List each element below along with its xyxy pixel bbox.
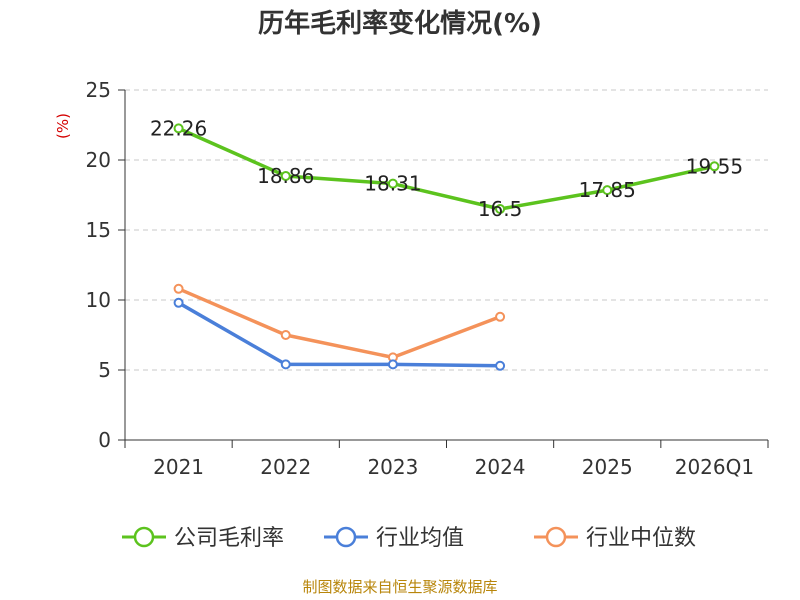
series-line [176, 301, 502, 368]
data-label: 17.85 [579, 178, 636, 202]
data-label: 22.26 [150, 116, 207, 140]
data-point [280, 170, 291, 181]
data-point [495, 360, 506, 371]
x-tick-label: 2022 [260, 455, 311, 479]
legend-label: 行业均值 [376, 526, 464, 551]
data-point [280, 330, 291, 340]
series-line [176, 287, 502, 360]
legend-marker [335, 526, 357, 548]
data-point [495, 204, 506, 214]
series-line [176, 126, 717, 211]
data-point [173, 297, 184, 308]
y-tick-label: 15 [86, 218, 111, 242]
x-tick-label: 2026Q1 [675, 455, 754, 479]
y-tick-label: 10 [86, 288, 111, 312]
grid-lines [125, 89, 768, 371]
data-label: 16.5 [478, 197, 523, 221]
chart-title: 历年毛利率变化情况(%) [258, 8, 542, 39]
data-point [387, 359, 398, 370]
source-note: 制图数据来自恒生聚源数据库 [302, 578, 497, 596]
data-point [173, 283, 184, 294]
legend-label: 公司毛利率 [174, 526, 284, 551]
data-point [173, 123, 184, 134]
x-tick-label: 2025 [582, 455, 633, 479]
y-tick-label: 20 [86, 148, 111, 172]
legend-item[interactable]: 行业中位数 [534, 526, 696, 551]
series-layer [173, 123, 720, 371]
legend-label: 行业中位数 [586, 526, 696, 551]
data-point [280, 359, 291, 370]
y-tick-label: 0 [98, 428, 111, 452]
data-point [495, 311, 506, 322]
legend-marker [545, 526, 567, 548]
legend-item[interactable]: 公司毛利率 [122, 526, 284, 551]
x-tick-label: 2021 [153, 455, 204, 479]
data-point [709, 161, 720, 172]
x-tick-label: 2023 [367, 455, 418, 479]
data-point [602, 185, 613, 196]
data-labels: 22.26 18.86 18.31 16.5 17.85 19.55 [150, 116, 743, 221]
data-point [387, 178, 398, 189]
legend-item[interactable]: 行业均值 [324, 526, 464, 551]
legend-marker [133, 526, 155, 548]
data-label: 18.86 [257, 164, 314, 188]
data-label: 18.31 [364, 172, 421, 196]
legend[interactable]: 公司毛利率 行业均值 行业中位数 [122, 526, 696, 551]
y-tick-label: 5 [98, 358, 111, 382]
y-tick-label: 25 [86, 78, 111, 102]
data-label: 19.55 [686, 154, 743, 178]
y-axis-unit: (%) [54, 113, 72, 139]
x-tick-label: 2024 [475, 455, 526, 479]
